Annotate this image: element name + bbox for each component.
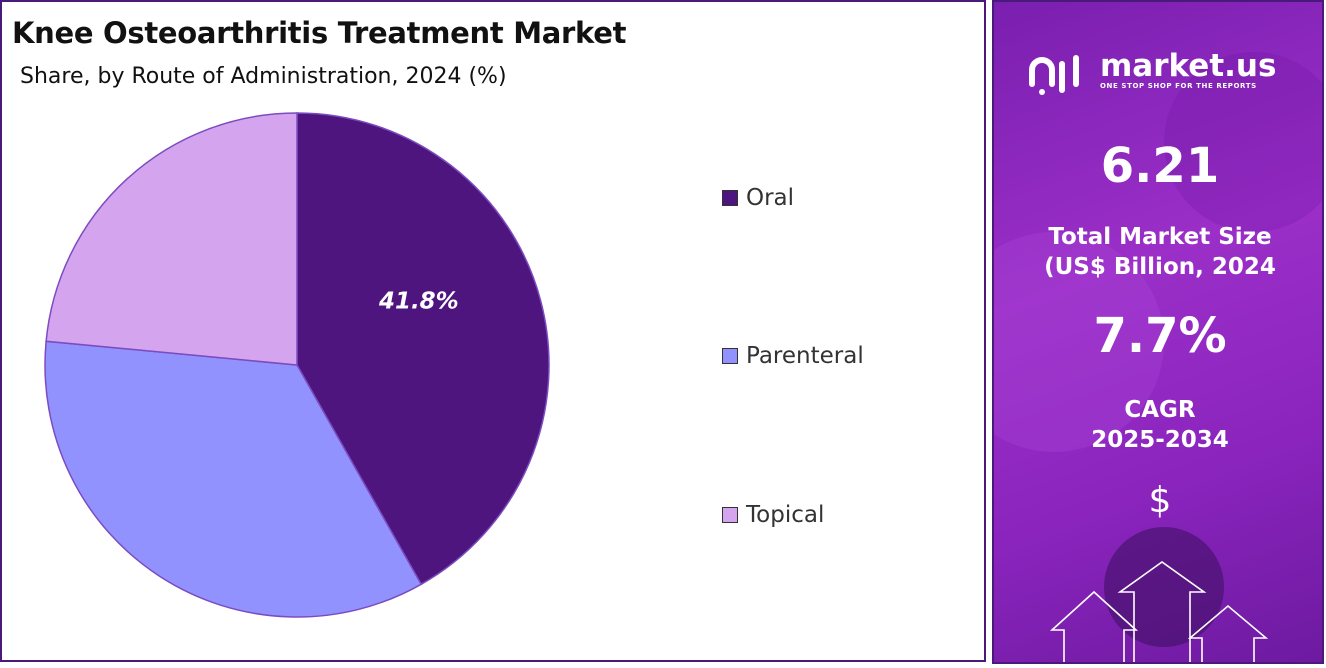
cagr-label: CAGR — [1124, 397, 1196, 423]
summary-panel: market.us ONE STOP SHOP FOR THE REPORTS … — [992, 0, 1324, 664]
legend-item-oral: Oral — [722, 185, 794, 211]
legend-item-topical: Topical — [722, 502, 824, 528]
logo-text: market.us — [1100, 48, 1277, 84]
background-decoration — [994, 52, 1322, 662]
legend-label: Parenteral — [746, 343, 864, 369]
pie-slice-oral — [296, 112, 550, 586]
pie-chart: 41.8% — [44, 112, 550, 618]
pie-slice-parenteral — [44, 340, 423, 618]
data-label-oral: 41.8% — [378, 288, 459, 314]
pie-slice-topical — [45, 112, 298, 366]
legend-label: Topical — [746, 502, 825, 528]
cagr-value: 7.7% — [1093, 308, 1227, 364]
arrow-up-icon — [1117, 561, 1207, 662]
chart-subtitle: Share, by Route of Administration, 2024 … — [20, 64, 507, 89]
legend-swatch — [722, 348, 738, 364]
legend-item-parenteral: Parenteral — [722, 343, 864, 369]
chart-title: Knee Osteoarthritis Treatment Market — [12, 16, 627, 50]
legend-swatch — [722, 190, 738, 206]
legend-swatch — [722, 507, 738, 523]
brand-logo: market.us ONE STOP SHOP FOR THE REPORTS — [1028, 50, 1276, 96]
cagr-period: 2025-2034 — [1091, 427, 1229, 453]
market-size-label-line2: (US$ Billion, 2024 — [1044, 254, 1276, 280]
dollar-icon: $ — [1148, 480, 1172, 521]
logo-icon — [1029, 55, 1079, 95]
arrow-up-icon — [1049, 590, 1139, 662]
legend-label: Oral — [746, 185, 795, 211]
arrow-up-icon — [1187, 604, 1269, 662]
chart-panel: Knee Osteoarthritis Treatment Market Sha… — [0, 0, 986, 662]
market-size-value: 6.21 — [1100, 138, 1220, 194]
logo-tagline: ONE STOP SHOP FOR THE REPORTS — [1100, 82, 1257, 90]
market-size-label-line1: Total Market Size — [1048, 224, 1272, 250]
